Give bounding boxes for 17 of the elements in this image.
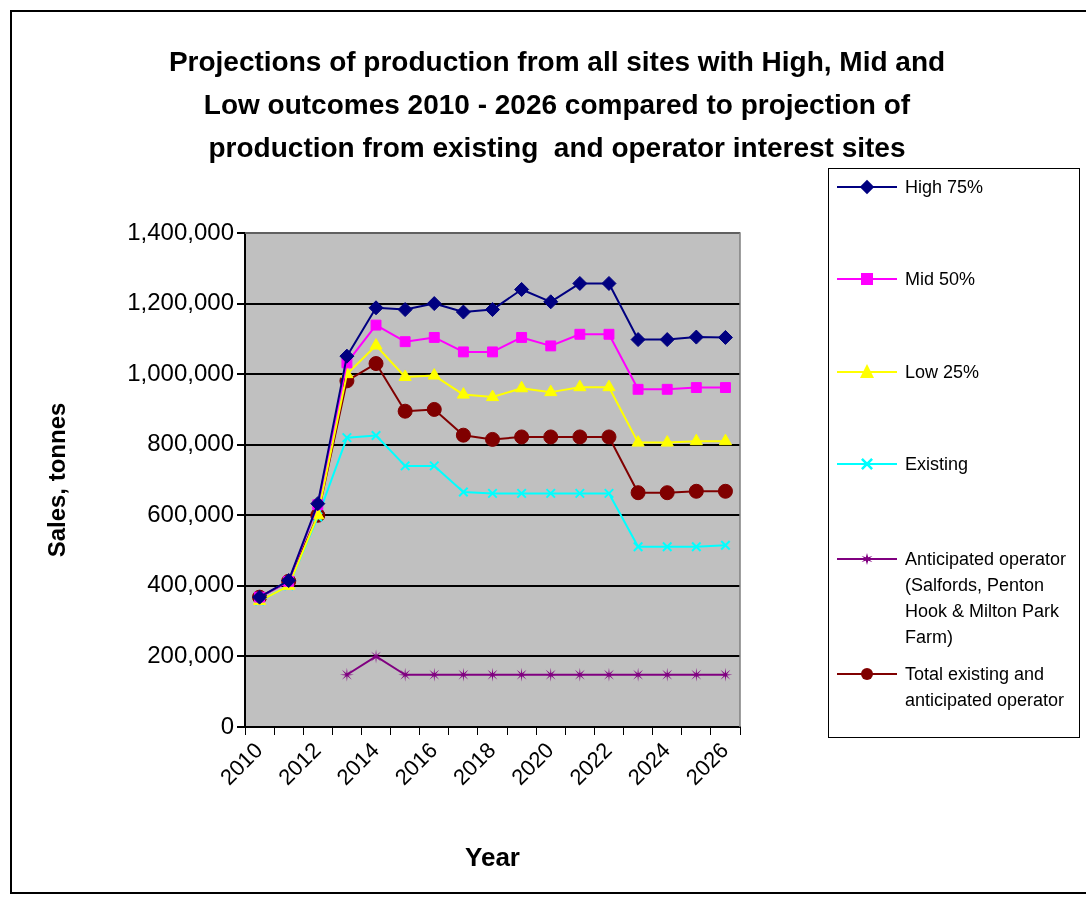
y-tick-label: 400,000 xyxy=(147,570,234,598)
legend-label: Mid 50% xyxy=(905,268,977,291)
y-axis-title: Sales, tonnes xyxy=(43,402,71,558)
y-tick-label: 1,200,000 xyxy=(127,288,234,316)
y-tick-label: 0 xyxy=(220,711,234,739)
legend-label: Anticipated operator (Salfords, Penton Hook & Milton Park Farm) xyxy=(905,548,1068,649)
legend-label: Existing xyxy=(905,453,970,476)
y-tick-label: 200,000 xyxy=(147,641,234,669)
y-tick-label: 1,400,000 xyxy=(127,217,234,245)
legend-label: Total existing and anticipated operator xyxy=(905,663,1066,712)
y-tick-label: 1,000,000 xyxy=(127,358,234,386)
y-tick-label: 600,000 xyxy=(147,499,234,527)
legend-label: High 75% xyxy=(905,176,985,199)
legend-label: Low 25% xyxy=(905,361,981,384)
y-tick-label: 800,000 xyxy=(147,429,234,457)
x-axis-title: Year xyxy=(465,841,520,872)
chart-title: Projections of production from all sites with High, Mid and Low outcomes 2010 - 2026 compared to projection of production from existing and operator interest sites xyxy=(167,45,947,165)
